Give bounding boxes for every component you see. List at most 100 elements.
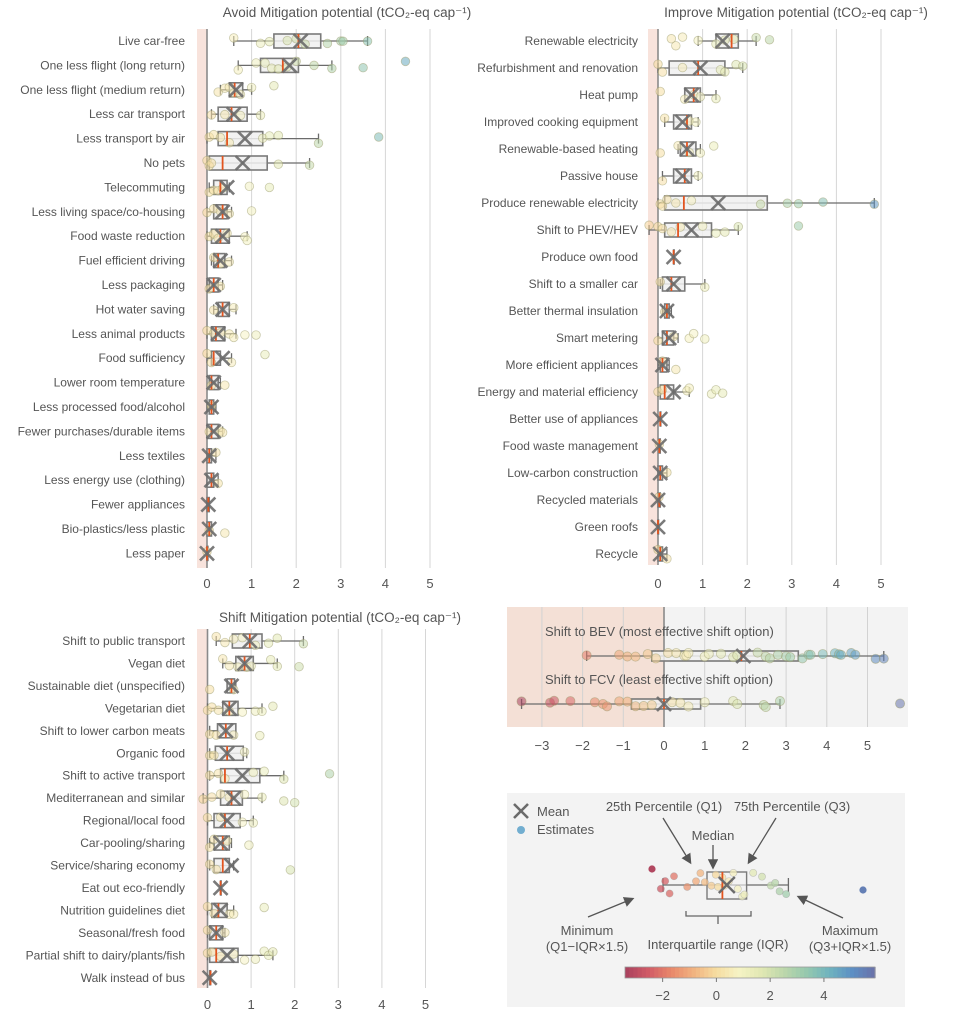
outlier-point (793, 198, 804, 209)
category-label: Better use of appliances (509, 412, 638, 426)
colorbar-tick-label: 2 (767, 988, 774, 1003)
example-outlier-point (859, 886, 867, 894)
box-row (655, 276, 710, 292)
estimate-point (774, 696, 785, 707)
colorbar-segment (716, 967, 722, 978)
box-row (201, 447, 221, 464)
box-row (202, 901, 269, 919)
category-label: Less processed food/alcohol (33, 400, 185, 414)
category-label: Energy and material efficiency (477, 385, 638, 399)
estimate-point (220, 380, 230, 390)
estimate-point (239, 955, 250, 965)
colorbar-segment (862, 967, 868, 978)
outlier-point (671, 364, 681, 375)
colorbar-segment (708, 967, 714, 978)
estimate-point (233, 65, 243, 75)
mean-marker (228, 81, 244, 98)
box-row (666, 32, 775, 51)
category-label: Renewable electricity (525, 34, 638, 48)
ev-panel: −3 −2 −1 0 1 2 3 4 5 Shift to BEV (most effective… (507, 607, 908, 753)
estimate-point (251, 58, 261, 68)
minimum-formula-label: (Q1−IQR×1.5) (546, 939, 628, 954)
mean-stroke (679, 141, 695, 157)
mean-stroke (692, 60, 709, 76)
colorbar-segment (633, 967, 639, 978)
box-row (581, 647, 889, 664)
colorbar-tick-label: −2 (655, 988, 670, 1003)
median-label: Median (692, 828, 735, 843)
colorbar-segment (666, 967, 672, 978)
outlier-point (688, 328, 699, 339)
colorbar-segment (758, 967, 764, 978)
box-row (206, 106, 266, 123)
category-label: Smart metering (556, 331, 638, 345)
mean-stroke (214, 228, 231, 245)
mean-marker (650, 492, 666, 508)
mean-stroke (234, 155, 251, 171)
estimate-point (362, 36, 373, 46)
category-label: One less flight (long return) (40, 58, 185, 72)
category-label: Regional/local food (83, 814, 185, 828)
x-tick-label: 1 (247, 997, 254, 1012)
estimate-point (700, 282, 710, 292)
mean-marker (223, 677, 240, 694)
box-row (204, 745, 250, 762)
x-tick-label: 5 (864, 738, 871, 753)
outlier-point (782, 198, 793, 208)
category-label: Produce own food (541, 250, 638, 264)
estimate-point (202, 348, 212, 359)
estimate-point (237, 707, 248, 717)
improve-panel: Improve Mitigation potential (tCO₂-eq ca… (477, 5, 928, 591)
box-row (204, 722, 265, 741)
mean-stroke (212, 835, 229, 851)
x-tick-label: 4 (382, 576, 389, 591)
estimate-point (273, 159, 284, 169)
mean-marker (203, 472, 220, 489)
mean-marker (214, 203, 231, 220)
mean-marker (234, 767, 251, 784)
outlier-point (290, 797, 300, 808)
estimate-point (204, 842, 215, 852)
box-row (204, 677, 240, 695)
estimate-point (313, 138, 324, 148)
outlier-point (240, 330, 250, 340)
category-label: Shift to public transport (62, 634, 185, 648)
colorbar-segment (829, 967, 834, 978)
example-estimate-point (771, 879, 780, 887)
estimate-point (614, 649, 625, 660)
estimate-point (272, 633, 282, 643)
estimate-point (666, 34, 677, 44)
mean-marker (200, 496, 217, 513)
x-tick-label: 0 (660, 738, 667, 753)
estimate-point (671, 41, 681, 51)
estimate-point (273, 64, 284, 74)
mean-marker (661, 330, 678, 346)
outlier-point (818, 197, 828, 207)
mean-marker (221, 700, 238, 717)
estimate-point (228, 909, 239, 919)
estimate-point (213, 768, 224, 779)
mean-marker (665, 276, 682, 292)
maximum-formula-label: (Q3+IQR×1.5) (809, 939, 891, 954)
mean-marker (219, 179, 235, 196)
mean-stroke (651, 438, 668, 454)
category-label: Organic food (116, 746, 185, 760)
mean-marker (225, 106, 242, 123)
category-label: Refurbishment and renovation (477, 61, 638, 75)
box-row (202, 946, 278, 965)
estimate-point (322, 38, 333, 49)
colorbar-segment (845, 967, 851, 978)
mean-marker (692, 60, 709, 76)
estimate-point (204, 859, 215, 869)
colorbar-segment (641, 967, 647, 978)
estimate-point (675, 697, 686, 708)
estimate-point (751, 32, 761, 43)
box-row (201, 969, 218, 986)
x-tick-label: 1 (701, 738, 708, 753)
box-row (202, 325, 261, 343)
estimate-point (755, 199, 766, 209)
box-row (204, 766, 335, 784)
estimate-point (711, 228, 721, 238)
box-row (202, 348, 270, 368)
colorbar-segment (733, 967, 739, 978)
